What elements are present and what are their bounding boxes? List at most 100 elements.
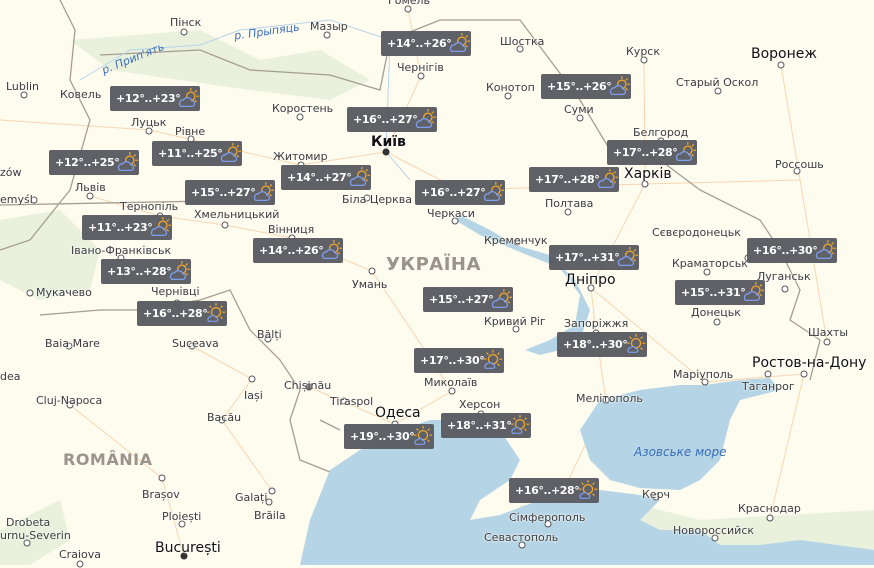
weather-badge[interactable]: +16°..+28° <box>509 478 599 503</box>
city-marker[interactable] <box>296 113 304 121</box>
city-marker[interactable] <box>793 167 801 175</box>
city-marker[interactable] <box>26 289 34 297</box>
city-label[interactable]: Brăila <box>254 509 286 522</box>
city-label[interactable]: Суми <box>564 103 594 116</box>
city-marker[interactable] <box>363 194 371 202</box>
weather-badge[interactable]: +17°..+28° <box>607 140 697 165</box>
city-label[interactable]: Умань <box>352 278 388 291</box>
city-label[interactable]: Донецьк <box>691 306 741 319</box>
city-label[interactable]: Луцьк <box>131 116 167 129</box>
city-label[interactable]: Lublin <box>6 80 39 93</box>
city-marker[interactable] <box>576 114 584 122</box>
city-marker[interactable] <box>516 45 524 53</box>
city-label[interactable]: Полтава <box>545 197 594 210</box>
city-marker[interactable] <box>65 342 73 350</box>
city-marker[interactable] <box>248 375 256 383</box>
city-marker[interactable] <box>703 268 711 276</box>
city-marker[interactable] <box>544 520 552 528</box>
city-label[interactable]: Курск <box>626 45 660 58</box>
city-marker[interactable] <box>340 397 348 405</box>
city-marker[interactable] <box>451 217 459 225</box>
city-label[interactable]: Brașov <box>142 488 180 501</box>
city-label[interactable]: Мелітополь <box>576 392 643 405</box>
weather-badge[interactable]: +16°..+28° <box>137 301 227 326</box>
weather-badge[interactable]: +15°..+31° <box>675 280 765 305</box>
city-label[interactable]: Ковель <box>60 88 102 101</box>
weather-badge[interactable]: +18°..+30° <box>557 332 647 357</box>
city-marker[interactable] <box>86 192 94 200</box>
weather-badge[interactable]: +11°..+25° <box>152 141 242 166</box>
city-marker[interactable] <box>180 552 188 560</box>
city-label[interactable]: Шахты <box>808 326 849 339</box>
city-label[interactable]: Сімферополь <box>509 511 586 524</box>
weather-badge[interactable]: +14°..+26° <box>253 238 343 263</box>
city-label[interactable]: Cluj-Napoca <box>36 394 103 407</box>
city-label[interactable]: Galați <box>235 491 268 504</box>
city-label[interactable]: Россошь <box>775 158 824 171</box>
city-marker[interactable] <box>404 5 412 13</box>
city-label[interactable]: Воронеж <box>751 46 818 62</box>
weather-badge[interactable]: +17°..+31° <box>549 245 639 270</box>
city-label[interactable]: Шостка <box>500 35 545 48</box>
city-marker[interactable] <box>180 28 188 36</box>
city-label[interactable]: Bălți <box>257 328 282 341</box>
city-label[interactable]: emyśl <box>0 193 33 206</box>
city-label[interactable]: Київ <box>371 134 406 150</box>
city-label[interactable]: Сєвєродонецьк <box>652 226 741 239</box>
city-label[interactable]: Пінск <box>170 16 202 29</box>
city-marker[interactable] <box>76 560 84 568</box>
weather-badge[interactable]: +13°..+28° <box>101 259 191 284</box>
city-label[interactable]: Bacău <box>207 411 242 424</box>
city-marker[interactable] <box>23 539 31 547</box>
city-label[interactable]: Кременчук <box>484 234 548 247</box>
weather-badge[interactable]: +17°..+30° <box>414 348 504 373</box>
city-marker[interactable] <box>264 335 272 343</box>
city-label[interactable]: Біла Церква <box>342 193 413 206</box>
city-marker[interactable] <box>640 56 648 64</box>
city-label[interactable]: Гомель <box>388 0 431 7</box>
city-label[interactable]: Івано-Франківськ <box>71 244 172 257</box>
city-marker[interactable] <box>512 325 520 333</box>
city-label[interactable]: Новороссийск <box>673 524 755 537</box>
city-marker[interactable] <box>265 498 273 506</box>
city-label[interactable]: Белгород <box>633 126 689 139</box>
city-label[interactable]: Запоріжжя <box>564 317 629 330</box>
city-marker[interactable] <box>158 474 166 482</box>
weather-badge[interactable]: +15°..+27° <box>423 287 513 312</box>
city-marker[interactable] <box>417 72 425 80</box>
city-marker[interactable] <box>448 387 456 395</box>
city-marker[interactable] <box>713 318 721 326</box>
city-label[interactable]: Кривий Ріг <box>484 315 546 328</box>
city-label[interactable]: Тернопіль <box>120 200 179 213</box>
city-label[interactable]: Craiova <box>59 548 101 561</box>
weather-badge[interactable]: +16°..+30° <box>747 238 837 263</box>
city-label[interactable]: Дніпро <box>565 272 616 288</box>
city-label[interactable]: Tiraspol <box>330 395 374 408</box>
city-label[interactable]: Миколаїв <box>424 376 478 389</box>
city-label[interactable]: Луганськ <box>757 270 811 283</box>
city-marker[interactable] <box>766 514 774 522</box>
city-marker[interactable] <box>777 61 785 69</box>
city-marker[interactable] <box>823 338 831 346</box>
weather-badge[interactable]: +12°..+25° <box>49 150 139 175</box>
city-label[interactable]: dea <box>0 370 21 383</box>
city-label[interactable]: Севастополь <box>484 531 559 544</box>
city-label[interactable]: Drobeta <box>6 516 51 529</box>
city-label[interactable]: Baia Mare <box>45 337 100 350</box>
city-marker[interactable] <box>30 196 38 204</box>
weather-badge[interactable]: +16°..+27° <box>347 107 437 132</box>
weather-badge[interactable]: +15°..+27° <box>185 180 275 205</box>
city-label[interactable]: Хмельницький <box>194 208 280 221</box>
city-label[interactable]: Львів <box>75 181 106 194</box>
city-label[interactable]: Таганрог <box>742 380 795 393</box>
city-marker[interactable] <box>268 487 276 495</box>
city-label[interactable]: Краматорськ <box>672 257 748 270</box>
city-marker[interactable] <box>368 267 376 275</box>
weather-badge[interactable]: +14°..+26° <box>381 31 471 56</box>
city-marker[interactable] <box>218 416 226 424</box>
weather-badge[interactable]: +18°..+31° <box>441 413 531 438</box>
city-label[interactable]: Керч <box>642 488 671 501</box>
city-label[interactable]: Херсон <box>459 398 501 411</box>
city-label[interactable]: Коростень <box>272 102 334 115</box>
